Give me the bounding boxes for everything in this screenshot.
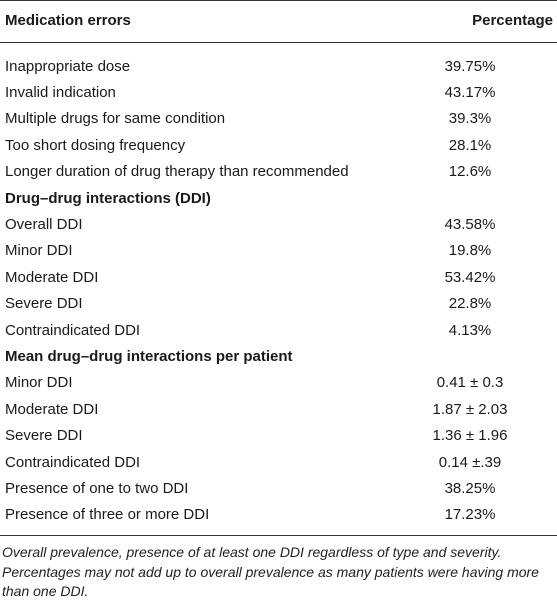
table-header-row: Medication errors Percentage xyxy=(0,8,557,34)
row-label: Severe DDI xyxy=(5,427,83,444)
row-label: Overall DDI xyxy=(5,216,83,233)
row-value: 22.8% xyxy=(448,295,492,312)
table-row: Too short dosing frequency 28.1% xyxy=(0,133,557,159)
row-value: 1.36 ± 1.96 xyxy=(432,427,508,444)
table-row: Overall DDI 43.58% xyxy=(0,212,557,238)
table-row: Presence of one to two DDI 38.25% xyxy=(0,476,557,502)
row-value: 38.25% xyxy=(444,480,496,497)
table-bottom-rule xyxy=(0,535,557,536)
table-header-rule xyxy=(0,42,557,43)
table-top-rule xyxy=(0,0,557,1)
row-label: Contraindicated DDI xyxy=(5,322,141,339)
header-percentage: Percentage xyxy=(472,12,553,29)
row-label: Too short dosing frequency xyxy=(5,137,186,154)
row-value: 0.14 ±.39 xyxy=(438,454,502,471)
row-value: 43.58% xyxy=(444,216,496,233)
row-value: 39.3% xyxy=(448,110,492,127)
section-heading-mean-ddi: Mean drug–drug interactions per patient xyxy=(0,344,557,370)
table-row: Minor DDI 0.41 ± 0.3 xyxy=(0,370,557,396)
row-label: Longer duration of drug therapy than rec… xyxy=(5,163,349,180)
row-label: Presence of three or more DDI xyxy=(5,506,210,523)
row-value: 12.6% xyxy=(448,163,492,180)
row-label: Minor DDI xyxy=(5,374,73,391)
table-row: Presence of three or more DDI 17.23% xyxy=(0,502,557,528)
footnote-line-1: Overall prevalence, presence of at least… xyxy=(2,544,502,560)
table-row: Severe DDI 1.36 ± 1.96 xyxy=(0,423,557,449)
table-row: Minor DDI 19.8% xyxy=(0,238,557,264)
row-value: 19.8% xyxy=(448,242,492,259)
table-row: Inappropriate dose 39.75% xyxy=(0,54,557,80)
row-value: 17.23% xyxy=(444,506,496,523)
table-row: Multiple drugs for same condition 39.3% xyxy=(0,106,557,132)
section-heading-label: Drug–drug interactions (DDI) xyxy=(5,190,211,207)
row-label: Severe DDI xyxy=(5,295,83,312)
row-value: 1.87 ± 2.03 xyxy=(432,401,508,418)
table-row: Moderate DDI 1.87 ± 2.03 xyxy=(0,397,557,423)
row-value: 39.75% xyxy=(444,58,496,75)
table-row: Severe DDI 22.8% xyxy=(0,291,557,317)
row-label: Multiple drugs for same condition xyxy=(5,110,226,127)
row-value: 43.17% xyxy=(444,84,496,101)
row-label: Presence of one to two DDI xyxy=(5,480,189,497)
row-label: Inappropriate dose xyxy=(5,58,131,75)
table-row: Contraindicated DDI 4.13% xyxy=(0,318,557,344)
header-medication-errors: Medication errors xyxy=(5,12,131,29)
row-label: Invalid indication xyxy=(5,84,116,101)
table-row: Longer duration of drug therapy than rec… xyxy=(0,159,557,185)
table-row: Invalid indication 43.17% xyxy=(0,80,557,106)
row-value: 4.13% xyxy=(448,322,492,339)
row-label: Contraindicated DDI xyxy=(5,454,141,471)
table-footnote: Overall prevalence, presence of at least… xyxy=(2,543,555,602)
row-label: Moderate DDI xyxy=(5,269,99,286)
footnote-line-2: Percentages may not add up to overall pr… xyxy=(2,563,539,600)
row-label: Moderate DDI xyxy=(5,401,99,418)
section-heading-ddi: Drug–drug interactions (DDI) xyxy=(0,186,557,212)
row-value: 28.1% xyxy=(448,137,492,154)
row-value: 53.42% xyxy=(444,269,496,286)
row-value: 0.41 ± 0.3 xyxy=(436,374,504,391)
section-heading-label: Mean drug–drug interactions per patient xyxy=(5,348,293,365)
table-row: Moderate DDI 53.42% xyxy=(0,265,557,291)
table-row: Contraindicated DDI 0.14 ±.39 xyxy=(0,450,557,476)
row-label: Minor DDI xyxy=(5,242,73,259)
